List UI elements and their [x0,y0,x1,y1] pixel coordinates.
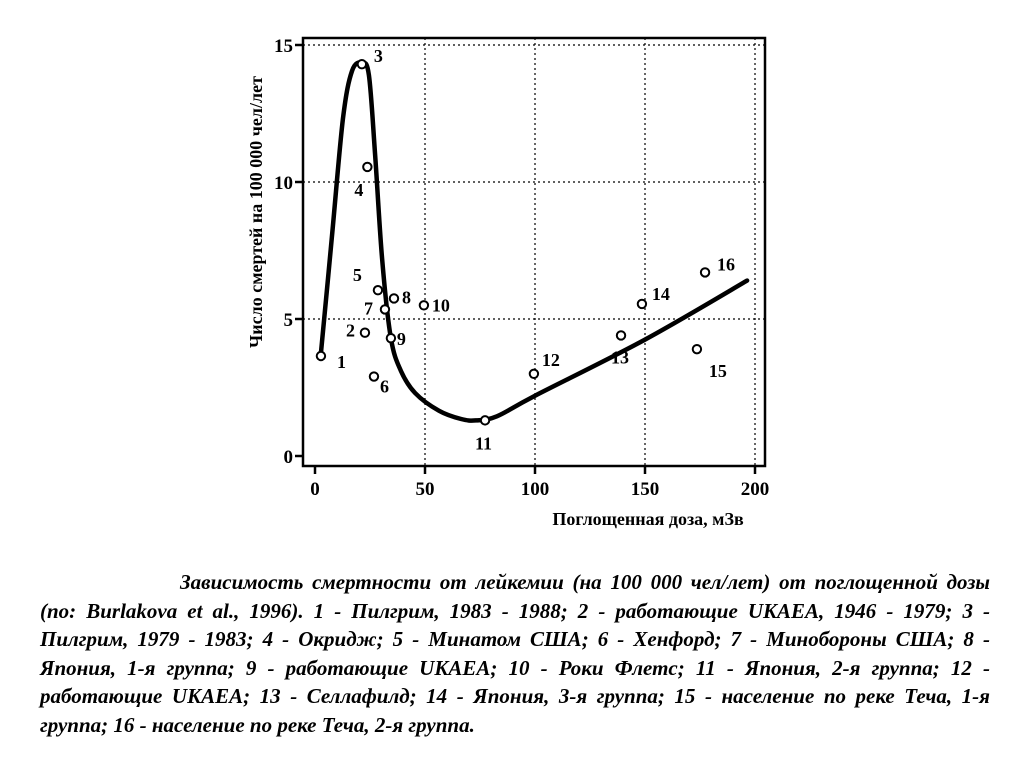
y-tick-label: 0 [284,447,294,468]
data-point-label-11: 11 [475,433,492,453]
data-point-11 [479,415,491,426]
data-point-12 [528,368,540,379]
y-tick-label: 10 [274,173,293,194]
data-point-label-4: 4 [354,180,363,200]
data-point-label-10: 10 [432,295,450,315]
x-tick-label: 100 [521,479,550,500]
data-point-label-7: 7 [364,298,373,318]
data-point-16 [699,267,711,278]
data-point-1 [315,350,327,362]
data-point-label-12: 12 [542,350,560,370]
data-point-label-15: 15 [709,361,727,381]
data-point-15 [691,343,703,355]
data-point-4 [362,161,373,173]
data-point-2 [359,327,371,338]
data-point-label-5: 5 [353,265,362,285]
data-point-7 [379,304,391,315]
data-point-label-3: 3 [374,46,383,66]
data-point-6 [368,371,380,382]
data-point-label-13: 13 [611,347,629,367]
data-point-label-14: 14 [652,284,670,304]
data-point-9 [385,332,397,344]
x-tick-label: 150 [631,479,660,500]
data-point-3 [356,58,368,70]
data-point-14 [636,298,648,310]
data-points [315,58,711,426]
x-axis-title: Поглощенная доза, мЗв [552,509,744,529]
data-point-label-16: 16 [717,254,735,274]
fit-curve [318,60,750,423]
y-tick-label: 5 [284,310,294,331]
data-point-13 [615,330,627,341]
data-point-8 [388,293,400,304]
data-point-label-2: 2 [346,321,355,341]
axis-ticks [295,43,757,474]
data-point-label-9: 9 [397,329,406,349]
data-point-label-6: 6 [380,377,389,397]
data-point-10 [418,300,430,311]
data-point-5 [372,285,384,296]
data-point-label-1: 1 [337,352,346,372]
x-tick-label: 0 [310,479,320,500]
y-axis-title: Число смертей на 100 000 чел/лет [246,76,266,348]
figure-caption: Зависимость смертности от лейкемии (на 1… [40,570,990,737]
data-point-label-8: 8 [402,287,411,307]
x-tick-label: 200 [741,479,770,500]
x-tick-label: 50 [416,479,435,500]
y-tick-label: 15 [274,36,293,57]
